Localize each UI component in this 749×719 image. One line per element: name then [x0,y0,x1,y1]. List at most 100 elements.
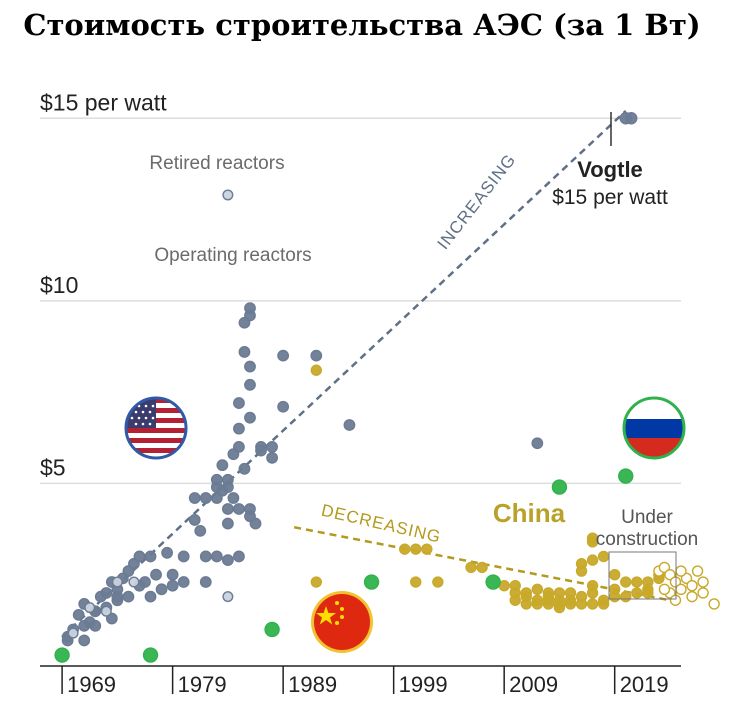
point-usa-operating-reactors [233,441,245,453]
point-china-operating-reactors [410,543,422,555]
point-china-operating-reactors [586,598,599,610]
china-label: China [493,498,566,528]
point-usa-operating-reactors [194,524,207,537]
point-usa-operating-reactors [139,576,151,588]
operating-reactors-label: Operating reactors [154,245,311,266]
x-tick-label: 1989 [288,672,337,697]
point-usa-operating-reactors [166,568,179,581]
point-china-operating-reactors [520,587,532,599]
point-usa-operating-reactors [233,397,245,409]
under-label: Under [621,507,673,528]
point-russia-reactors [551,479,568,495]
point-china-operating-reactors [421,543,433,555]
point-usa-operating-reactors [177,550,190,563]
point-usa-operating-reactors [78,634,91,647]
point-china-under-construction [669,594,682,606]
point-usa-operating-reactors [266,441,278,453]
point-china-operating-reactors [620,576,632,588]
point-china-operating-reactors [586,554,599,566]
trend-line-increasing [61,110,627,638]
decreasing-label: DECREASING [319,501,443,547]
point-usa-operating-reactors [233,503,245,515]
x-axis: 1969 1979 1989 1999 2009 2019 [40,665,681,697]
point-russia-reactors [264,621,280,638]
point-usa-operating-reactors [227,492,240,504]
china-flag-icon [311,591,373,653]
point-china-operating-reactors [631,587,643,599]
point-china-operating-reactors [631,576,643,588]
point-russia-reactors [363,574,380,590]
x-tick-label: 1979 [178,672,227,697]
point-china-under-construction [686,579,698,592]
point-china-operating-reactors [310,364,322,376]
point-usa-operating-reactors [188,492,201,504]
point-usa-retired-reactors [67,627,79,639]
point-usa-operating-reactors [255,444,267,457]
series-russia-reactors [54,468,634,663]
trend-line-decreasing [293,526,671,602]
point-china-under-construction [675,583,687,596]
y-tick-label: $5 [40,454,66,480]
point-china-under-construction [658,583,671,596]
point-usa-retired-reactors [100,605,112,617]
point-china-operating-reactors [608,583,621,596]
point-china-under-construction [708,598,720,610]
chart-title: Стоимость строительства АЭС (за 1 Вт) [23,8,700,42]
usa-flag-icon [124,396,188,460]
point-china-operating-reactors [310,576,322,588]
point-usa-operating-reactors [177,576,190,588]
point-china-operating-reactors [642,583,654,596]
series-usa-vogtle [619,112,638,125]
point-russia-reactors [142,647,159,663]
point-usa-operating-reactors [72,608,85,621]
point-usa-operating-reactors [199,576,212,588]
point-usa-operating-reactors [221,503,234,515]
point-china-operating-reactors [575,598,588,610]
gridlines [40,117,681,485]
point-usa-operating-reactors [244,360,256,373]
point-usa-operating-reactors [249,517,262,530]
point-usa-operating-reactors [61,634,74,647]
point-china-operating-reactors [531,598,544,610]
point-china-operating-reactors [586,532,599,544]
point-usa-operating-reactors [221,473,234,486]
point-china-operating-reactors [575,565,588,577]
point-china-operating-reactors [620,590,632,603]
point-usa-retired-reactors [222,189,234,201]
retired-reactors-label: Retired reactors [149,153,284,174]
point-usa-operating-reactors [210,550,223,563]
point-usa-operating-reactors [122,590,135,603]
point-usa-retired-reactors [128,576,140,588]
point-usa-operating-reactors [277,349,290,362]
point-usa-operating-reactors [238,346,251,358]
point-china-operating-reactors [509,594,521,606]
point-china-operating-reactors [564,594,577,606]
point-usa-operating-reactors [531,437,544,450]
point-russia-reactors [618,468,634,484]
point-china-operating-reactors [608,569,621,581]
point-china-operating-reactors [597,550,610,563]
point-usa-operating-reactors [111,590,124,603]
point-russia-reactors [485,574,501,590]
point-usa-operating-reactors [105,612,118,625]
point-usa-operating-reactors [233,422,245,435]
x-tick-label: 2009 [509,672,558,697]
point-usa-operating-reactors [199,550,212,563]
point-usa-operating-reactors [78,619,91,632]
point-usa-operating-reactors [133,550,146,563]
point-usa-vogtle [625,112,638,125]
point-china-operating-reactors [553,598,566,610]
point-usa-operating-reactors [89,619,102,632]
point-usa-operating-reactors [233,550,245,563]
vogtle-value-label: $15 per watt [552,186,668,209]
point-usa-operating-reactors [166,579,179,592]
point-china-under-construction [686,590,698,603]
y-tick-label: $10 [40,272,78,298]
point-china-operating-reactors [432,576,444,588]
point-usa-operating-reactors [155,583,168,596]
point-usa-operating-reactors [144,550,157,563]
point-usa-operating-reactors [210,473,223,486]
point-usa-retired-reactors [222,591,234,603]
point-china-operating-reactors [531,583,544,596]
